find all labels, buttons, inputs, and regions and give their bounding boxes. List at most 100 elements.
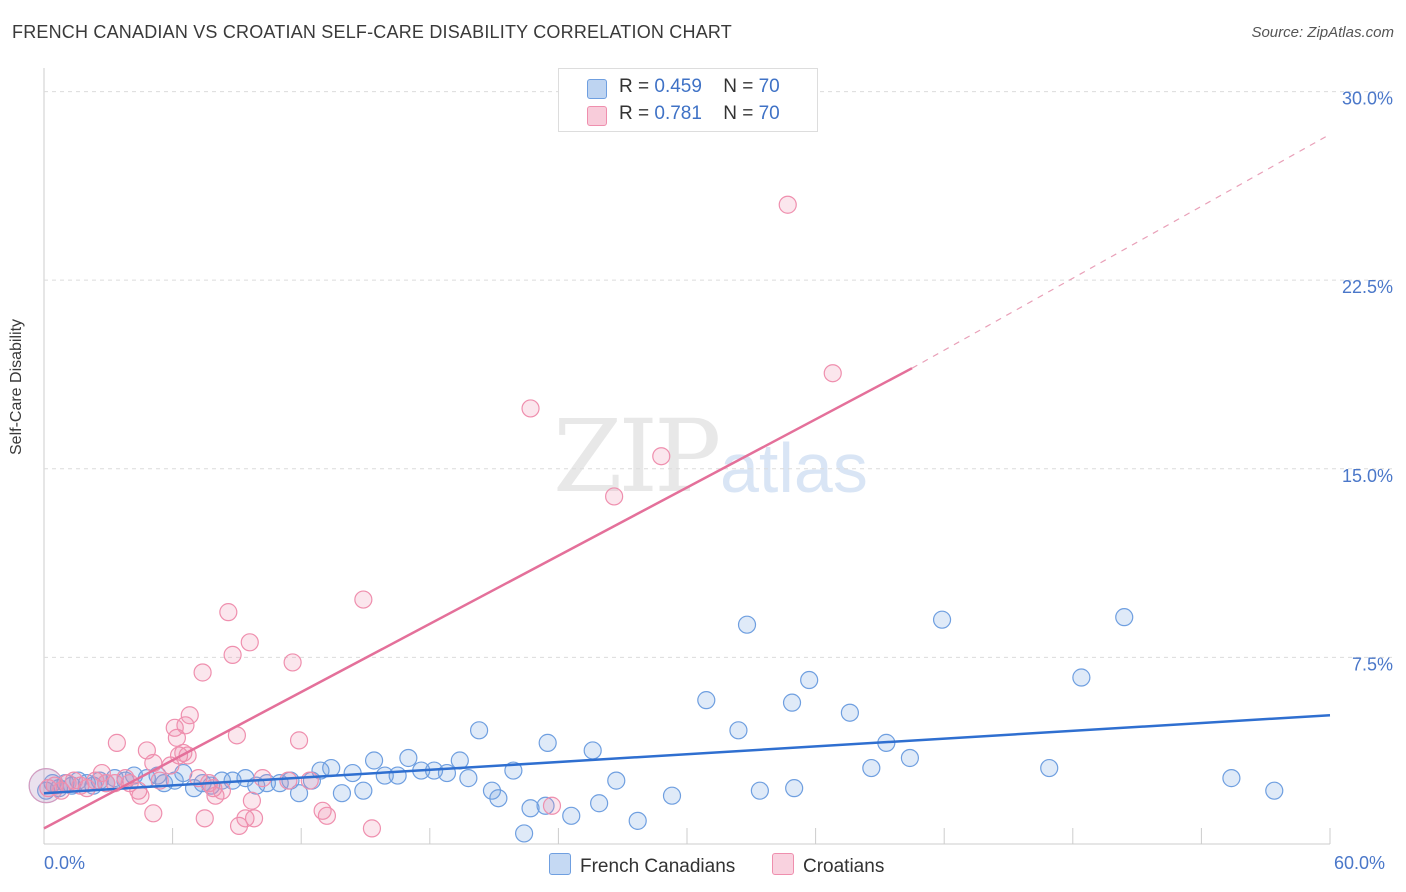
x-tick-label-max: 60.0% [1334, 853, 1386, 873]
data-point [489, 789, 508, 808]
data-point [193, 663, 212, 682]
data-point [590, 794, 609, 813]
data-point [195, 809, 214, 828]
data-point [605, 487, 624, 506]
data-point [662, 786, 682, 805]
trend-line [43, 367, 913, 830]
data-point [219, 603, 238, 622]
chart-title: FRENCH CANADIAN VS CROATIAN SELF-CARE DI… [12, 22, 732, 42]
trend-line [43, 713, 1331, 795]
data-point [840, 703, 859, 722]
data-point [354, 590, 373, 609]
data-point [364, 751, 384, 770]
data-point [279, 771, 298, 790]
data-point [242, 791, 262, 810]
data-point [317, 806, 337, 825]
data-point [469, 721, 489, 740]
data-point [131, 786, 150, 805]
data-point [289, 731, 309, 750]
data-point [562, 806, 581, 825]
y-tick-label: 7.5% [1352, 654, 1393, 674]
legend-n-label: N = [723, 103, 759, 124]
data-point [504, 761, 523, 780]
data-point [482, 781, 502, 800]
data-point [300, 771, 319, 790]
data-point [437, 763, 457, 783]
data-point [240, 633, 259, 652]
data-point [144, 804, 163, 823]
correlation-legend: R = 0.459 N = 70 R = 0.781 N = 70 [558, 68, 818, 132]
data-point [800, 670, 819, 690]
data-point [1040, 758, 1059, 778]
data-point [521, 399, 540, 418]
data-point [607, 771, 626, 790]
y-tick-label: 15.0% [1342, 466, 1393, 486]
data-point [729, 721, 748, 740]
watermark-atlas: atlas [720, 429, 868, 507]
legend-row-croatians: R = 0.781 N = 70 [587, 103, 780, 126]
data-point [212, 781, 231, 800]
bottom-legend-label: French Canadians [580, 856, 736, 877]
data-point [244, 809, 264, 828]
watermark-zip: ZIP [553, 398, 721, 515]
source-credit: Source: ZipAtlas.com [1251, 24, 1394, 41]
legend-row-french-canadians: R = 0.459 N = 70 [587, 76, 780, 99]
legend-n-label: N = [723, 76, 759, 97]
data-point [778, 195, 797, 214]
data-point [253, 769, 272, 788]
data-point [583, 741, 602, 760]
data-point [521, 799, 540, 818]
bottom-legend-swatch-pink [772, 853, 794, 875]
data-point [289, 784, 309, 803]
legend-swatch-blue [587, 79, 607, 99]
x-tick-label-min: 0.0% [44, 853, 86, 873]
legend-r-value: 0.781 [654, 103, 702, 124]
data-point [697, 691, 716, 710]
data-point [399, 748, 418, 768]
data-point [785, 779, 804, 798]
data-point [354, 781, 373, 800]
data-point [750, 781, 769, 800]
data-point [229, 816, 249, 835]
data-point [900, 748, 920, 768]
bottom-legend-croatians: Croatians [772, 853, 884, 878]
data-point [823, 364, 842, 383]
data-point [180, 706, 199, 725]
data-point [652, 447, 671, 466]
data-point [459, 769, 478, 788]
legend-n-value: 70 [758, 103, 780, 124]
data-point [92, 763, 111, 783]
trend-line-extrapolated [911, 133, 1331, 369]
bottom-legend-label: Croatians [803, 856, 885, 877]
bottom-legend-french-canadians: French Canadians [549, 853, 735, 878]
data-point [782, 693, 802, 712]
data-point [223, 645, 242, 664]
data-point [283, 653, 302, 672]
data-point [362, 819, 382, 838]
data-point [1265, 781, 1284, 800]
data-point [107, 733, 126, 752]
y-tick-label: 22.5% [1342, 277, 1393, 297]
data-point [737, 615, 757, 634]
legend-r-label: R = [619, 103, 655, 124]
data-point [536, 796, 555, 815]
y-tick-label: 30.0% [1342, 89, 1393, 109]
bottom-legend-swatch-blue [549, 853, 571, 875]
data-point [176, 716, 195, 735]
data-point [932, 610, 952, 629]
data-point [628, 811, 647, 830]
legend-n-value: 70 [758, 76, 780, 97]
data-point [332, 784, 352, 803]
data-point [1222, 769, 1241, 788]
legend-r-value: 0.459 [654, 76, 702, 97]
data-point [542, 796, 562, 815]
data-point [1115, 608, 1134, 627]
data-point [862, 758, 881, 778]
data-point [538, 733, 557, 752]
legend-r-label: R = [619, 76, 655, 97]
data-point [1072, 668, 1091, 687]
data-point [388, 766, 407, 785]
data-point [144, 753, 163, 773]
legend-swatch-pink [587, 106, 607, 126]
